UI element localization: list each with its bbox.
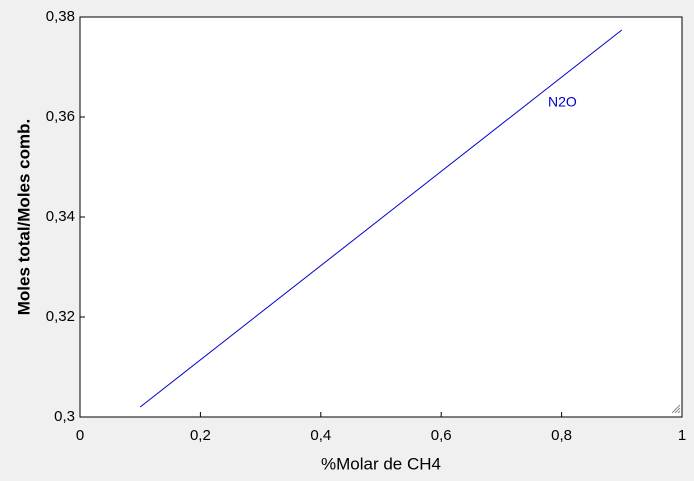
plot-area bbox=[79, 16, 683, 418]
y-tick-label: 0,32 bbox=[46, 308, 75, 325]
series-label: N2O bbox=[548, 94, 577, 110]
resize-grip bbox=[671, 404, 681, 414]
x-tick-label: 0 bbox=[76, 427, 84, 444]
x-tick-label: 0,8 bbox=[551, 427, 572, 444]
y-tick-label: 0,36 bbox=[46, 108, 75, 125]
x-tick-label: 0,2 bbox=[190, 427, 211, 444]
line bbox=[139, 29, 623, 408]
x-tick-label: 1 bbox=[678, 427, 686, 444]
y-tick-label: 0,3 bbox=[54, 408, 75, 425]
x-axis-label: %Molar de CH4 bbox=[321, 454, 441, 473]
x-tick-label: 0,4 bbox=[310, 427, 331, 444]
x-tick-label: 0,6 bbox=[431, 427, 452, 444]
y-axis-label: Moles total/Moles comb. bbox=[14, 119, 33, 315]
y-tick-label: 0,34 bbox=[46, 208, 75, 225]
y-tick-label: 0,38 bbox=[46, 8, 75, 25]
